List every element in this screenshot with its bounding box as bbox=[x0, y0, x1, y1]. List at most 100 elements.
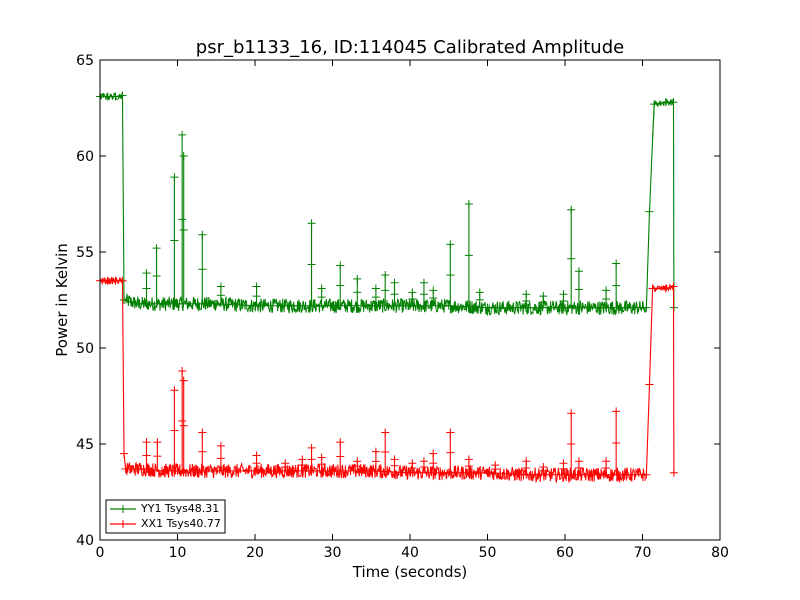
data-point bbox=[251, 301, 259, 310]
data-point bbox=[444, 468, 453, 477]
spike-marker bbox=[602, 286, 611, 295]
spike-marker bbox=[142, 438, 151, 447]
legend-marker-yy1 bbox=[119, 505, 127, 513]
spike-marker bbox=[281, 459, 290, 468]
spike-marker bbox=[336, 261, 345, 270]
data-point bbox=[661, 284, 670, 293]
spike-marker bbox=[298, 455, 307, 464]
chart-title: psr_b1133_16, ID:114045 Calibrated Ampli… bbox=[196, 37, 624, 58]
data-point bbox=[669, 468, 678, 477]
spike-marker bbox=[522, 457, 531, 466]
x-tick-label: 70 bbox=[634, 545, 652, 561]
spike-marker bbox=[152, 244, 161, 253]
spike-marker bbox=[353, 457, 362, 466]
spike-marker bbox=[198, 428, 207, 437]
y-tick-label: 60 bbox=[76, 149, 94, 165]
data-point bbox=[645, 380, 654, 389]
data-point bbox=[645, 207, 654, 216]
spike-marker bbox=[317, 284, 326, 293]
spike-marker bbox=[381, 428, 390, 437]
spike-marker bbox=[317, 453, 326, 462]
data-point bbox=[642, 470, 651, 479]
spike-marker bbox=[179, 376, 188, 385]
data-point bbox=[648, 284, 657, 293]
series-0 bbox=[96, 91, 678, 317]
data-point bbox=[127, 297, 135, 306]
data-point bbox=[623, 303, 631, 312]
series-line bbox=[100, 94, 675, 309]
spike-marker bbox=[567, 409, 576, 418]
spike-marker bbox=[539, 463, 548, 472]
spike-marker bbox=[216, 282, 225, 291]
spike-marker bbox=[178, 130, 187, 139]
spike-marker bbox=[419, 278, 428, 287]
data-point bbox=[328, 466, 337, 475]
y-tick-label: 40 bbox=[76, 533, 94, 549]
y-tick-label: 65 bbox=[76, 53, 94, 69]
data-point bbox=[118, 91, 127, 100]
data-point bbox=[111, 92, 120, 101]
data-point bbox=[623, 470, 631, 479]
data-point bbox=[103, 92, 112, 101]
spike-marker bbox=[446, 428, 455, 437]
spike-marker bbox=[475, 288, 484, 297]
data-point bbox=[289, 301, 298, 310]
data-point bbox=[661, 98, 670, 107]
x-tick-label: 60 bbox=[556, 545, 574, 561]
spike-marker bbox=[216, 441, 225, 450]
spike-marker bbox=[179, 152, 188, 160]
data-point bbox=[158, 466, 166, 475]
spike-marker bbox=[390, 455, 399, 464]
data-point bbox=[367, 301, 376, 310]
data-point bbox=[561, 303, 569, 312]
data-point bbox=[120, 296, 129, 304]
spike-marker bbox=[612, 259, 621, 268]
data-point bbox=[134, 464, 143, 473]
legend-label-xx1: XX1 Tsys40.77 bbox=[141, 517, 221, 530]
data-point bbox=[118, 276, 127, 285]
series-layer bbox=[96, 91, 678, 484]
data-point bbox=[483, 468, 492, 477]
data-point bbox=[328, 301, 337, 310]
spike-marker bbox=[419, 457, 428, 466]
spike-marker bbox=[408, 288, 417, 297]
spike-marker bbox=[612, 407, 621, 416]
spike-marker bbox=[559, 459, 568, 468]
spike-marker bbox=[408, 459, 417, 468]
data-point bbox=[103, 276, 112, 285]
legend: YY1 Tsys48.31 XX1 Tsys40.77 bbox=[105, 499, 226, 534]
spike-marker bbox=[390, 278, 399, 287]
spike-marker bbox=[307, 219, 316, 228]
y-tick-label: 50 bbox=[76, 341, 94, 357]
data-point bbox=[289, 466, 298, 475]
x-tick-label: 50 bbox=[479, 545, 497, 561]
y-axis-label: Power in Kelvin bbox=[53, 243, 71, 357]
spike-marker bbox=[371, 284, 380, 293]
spike-marker bbox=[252, 282, 261, 291]
spike-marker bbox=[522, 290, 531, 299]
series-1 bbox=[96, 276, 678, 484]
x-tick-label: 0 bbox=[96, 545, 105, 561]
spike-marker bbox=[381, 271, 390, 280]
spike-marker bbox=[142, 269, 151, 278]
spike-marker bbox=[336, 438, 345, 447]
spike-marker bbox=[574, 457, 583, 466]
spike-marker bbox=[464, 455, 473, 464]
spike-marker bbox=[153, 438, 162, 447]
legend-label-yy1: YY1 Tsys48.31 bbox=[140, 502, 219, 515]
spike-marker bbox=[464, 200, 473, 208]
spike-marker bbox=[559, 290, 568, 299]
spike-marker bbox=[371, 447, 380, 456]
data-point bbox=[642, 303, 651, 312]
spike-marker bbox=[429, 286, 438, 295]
x-tick-label: 80 bbox=[711, 545, 729, 561]
data-point bbox=[251, 466, 259, 475]
series-plateau-noise bbox=[99, 92, 123, 101]
x-tick-label: 20 bbox=[246, 545, 264, 561]
legend-box bbox=[105, 499, 226, 534]
spike-marker bbox=[491, 461, 500, 470]
data-point bbox=[367, 466, 376, 475]
data-point bbox=[127, 464, 135, 473]
data-point bbox=[483, 303, 492, 312]
